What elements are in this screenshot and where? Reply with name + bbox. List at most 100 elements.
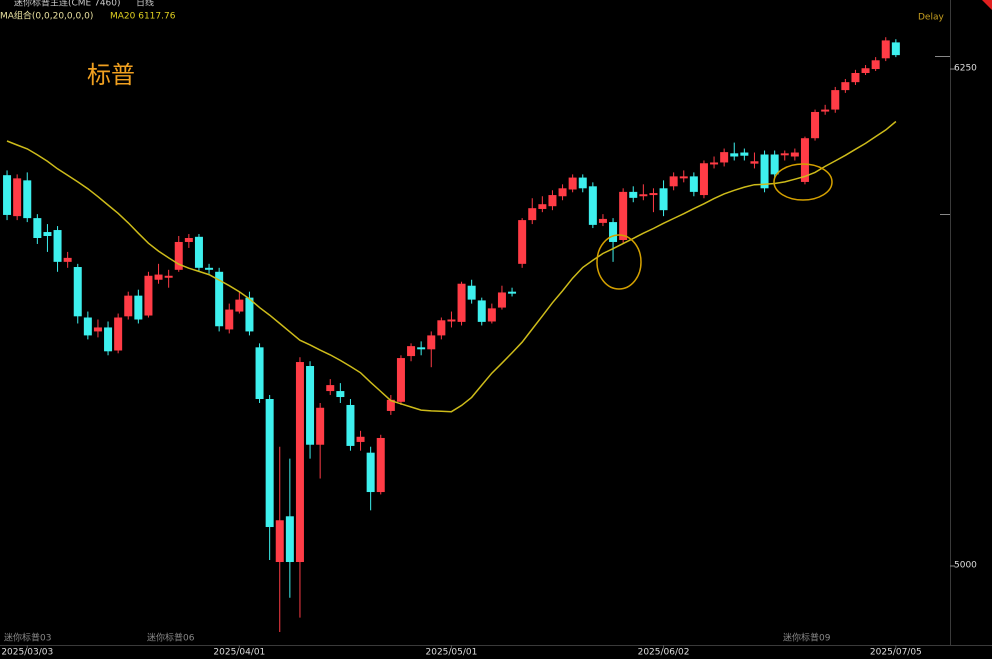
candle-body — [255, 347, 264, 400]
candle-body — [568, 177, 577, 190]
candle-body — [699, 163, 708, 196]
candle-body — [497, 292, 506, 308]
candle-body — [629, 191, 638, 198]
candle-body — [386, 399, 395, 411]
x-tick-label: 2025/05/01 — [426, 648, 478, 658]
candle-body — [780, 153, 789, 156]
ma-readout: MA20 6117.76 — [110, 12, 176, 22]
candle-body — [598, 218, 607, 223]
candle-body — [417, 347, 426, 350]
candle-body — [800, 138, 809, 182]
candle-body — [3, 175, 12, 215]
indicator-setting[interactable]: MA组合(0,0,20,0,0,0) — [0, 10, 93, 22]
candle-body — [93, 327, 102, 332]
candle-body — [659, 188, 668, 211]
candle-body — [669, 176, 678, 187]
candle-body — [790, 152, 799, 157]
candle-body — [376, 437, 385, 493]
candle-body — [104, 327, 113, 352]
candle-body — [720, 152, 729, 163]
contract-label: 迷你标普06 — [147, 632, 195, 644]
candle-body — [881, 40, 890, 59]
candle-body — [336, 391, 345, 398]
candle-body — [710, 162, 719, 165]
candle-body — [265, 399, 274, 528]
x-tick-label: 2025/06/02 — [638, 648, 690, 658]
candle-body — [427, 335, 436, 350]
highlight-circle — [596, 234, 642, 290]
candle-body — [235, 299, 244, 312]
candle-body — [639, 194, 648, 197]
candle-body — [861, 68, 870, 74]
candle-body — [477, 300, 486, 322]
candle-body — [194, 236, 203, 268]
candle-body — [538, 204, 547, 209]
candle-body — [811, 111, 820, 139]
candle-body — [174, 241, 183, 270]
candle-body — [164, 275, 173, 278]
candle-body — [679, 176, 688, 179]
candle-body — [356, 436, 365, 442]
candle-body — [649, 193, 658, 196]
highlight-circle — [773, 163, 833, 201]
candle-body — [114, 317, 123, 351]
candle-body — [407, 346, 416, 357]
candle-body — [396, 358, 405, 402]
candle-body — [285, 516, 294, 563]
candle-body — [619, 191, 628, 240]
x-tick-label: 2025/04/01 — [213, 648, 265, 658]
chart-title: 标普 — [87, 61, 135, 89]
candle-body — [346, 404, 355, 446]
candle-body — [316, 407, 325, 445]
candle-body — [23, 180, 32, 219]
candle-body — [53, 230, 62, 262]
candle-body — [457, 283, 466, 322]
candle-body — [518, 220, 527, 264]
candle-body — [144, 275, 153, 316]
candle-body — [578, 177, 587, 189]
candle-body — [740, 152, 749, 156]
candle-body — [841, 82, 850, 91]
candle-body — [225, 309, 234, 330]
candle-body — [588, 186, 597, 225]
candle-body — [831, 90, 840, 110]
candle-body — [83, 317, 92, 336]
candle-body — [134, 295, 143, 320]
contract-label: 迷你标普09 — [783, 632, 831, 644]
corner-marker — [982, 0, 992, 10]
candle-body — [760, 154, 769, 189]
candle-body — [487, 308, 496, 322]
candle-body — [275, 520, 284, 563]
period: 日线 — [136, 0, 154, 9]
candle-body — [73, 267, 82, 317]
candle-body — [154, 274, 163, 280]
candle-body — [609, 222, 618, 242]
candle-body — [205, 267, 214, 270]
candle-body — [63, 257, 72, 262]
candle-body — [851, 73, 860, 83]
x-tick-label: 2025/03/03 — [1, 648, 53, 658]
candle-body — [326, 385, 335, 392]
candle-body — [43, 232, 52, 237]
candle-body — [184, 237, 193, 242]
candle-body — [689, 176, 698, 192]
candle-body — [13, 178, 22, 217]
candle-body — [366, 452, 375, 493]
candle-body — [467, 285, 476, 300]
candle-body — [215, 271, 224, 327]
candle-body — [891, 42, 900, 56]
delay-status: Delay — [918, 13, 944, 23]
candle-body — [245, 297, 254, 332]
candle-body — [306, 366, 315, 445]
candle-body — [871, 60, 880, 70]
y-tick-label: 6250 — [954, 64, 977, 74]
candle-body — [447, 319, 456, 322]
contract-label: 迷你标普03 — [4, 632, 51, 644]
candle-body — [508, 291, 517, 294]
x-tick-label: 2025/07/05 — [870, 648, 922, 658]
candle-body — [821, 109, 830, 112]
candle-body — [528, 208, 537, 221]
